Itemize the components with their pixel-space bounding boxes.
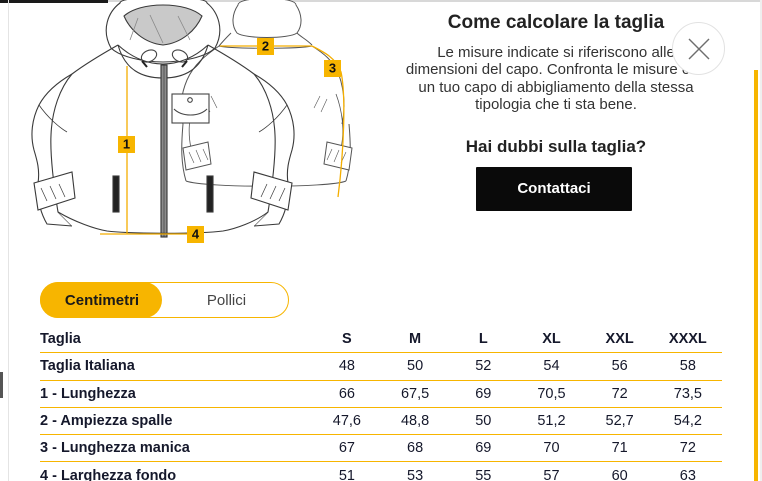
svg-text:4: 4 xyxy=(192,227,200,242)
svg-text:2: 2 xyxy=(262,39,269,54)
svg-text:3: 3 xyxy=(329,61,336,76)
svg-text:1: 1 xyxy=(123,137,130,152)
